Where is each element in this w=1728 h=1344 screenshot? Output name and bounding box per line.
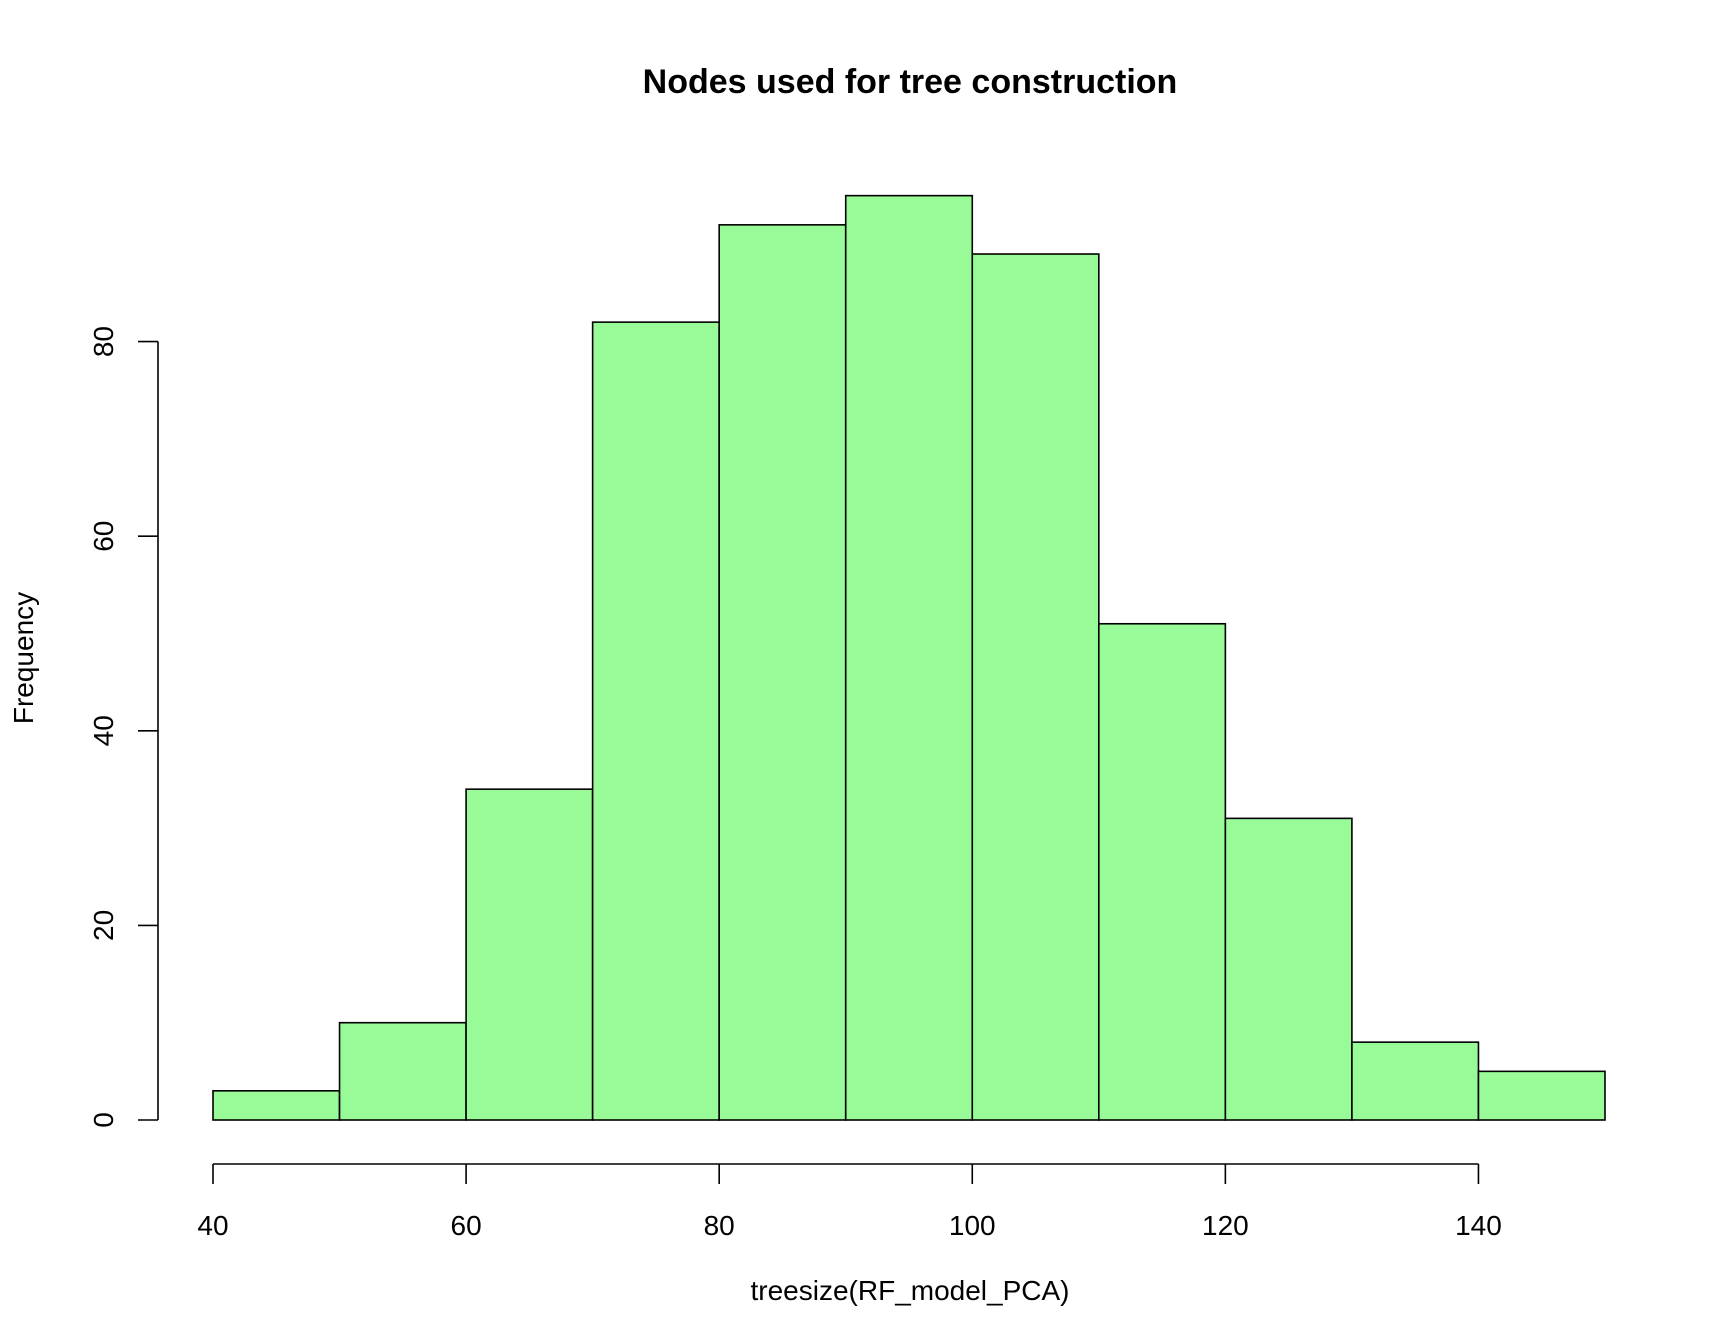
y-axis-label: Frequency bbox=[8, 592, 39, 724]
x-tick-label: 40 bbox=[197, 1210, 228, 1241]
y-tick-label: 0 bbox=[88, 1112, 119, 1128]
bars-group bbox=[212, 194, 1606, 1121]
y-tick-label: 60 bbox=[88, 521, 119, 552]
histogram-bar bbox=[338, 1021, 467, 1121]
x-tick-label: 140 bbox=[1455, 1210, 1502, 1241]
x-tick-label: 60 bbox=[451, 1210, 482, 1241]
y-tick-label: 20 bbox=[88, 910, 119, 941]
histogram-bar bbox=[1477, 1070, 1606, 1121]
y-axis: 0 20 40 60 80 bbox=[88, 326, 159, 1128]
histogram-bar bbox=[971, 253, 1100, 1121]
histogram-bar bbox=[1351, 1041, 1480, 1121]
x-axis-label: treesize(RF_model_PCA) bbox=[751, 1275, 1070, 1306]
histogram-bar bbox=[465, 788, 594, 1121]
histogram-bar bbox=[718, 224, 847, 1121]
x-tick-label: 80 bbox=[704, 1210, 735, 1241]
histogram-bar bbox=[1098, 622, 1227, 1121]
histogram-bar bbox=[591, 321, 720, 1121]
x-tick-label: 100 bbox=[949, 1210, 996, 1241]
histogram-bar bbox=[1224, 817, 1353, 1121]
x-axis: 40 60 80 100 120 140 bbox=[197, 1163, 1502, 1241]
histogram-bar bbox=[844, 194, 974, 1121]
x-tick-label: 120 bbox=[1202, 1210, 1249, 1241]
y-tick-label: 40 bbox=[88, 715, 119, 746]
y-tick-label: 80 bbox=[88, 326, 119, 357]
histogram-bar bbox=[212, 1090, 341, 1121]
chart-title: Nodes used for tree construction bbox=[643, 63, 1178, 101]
